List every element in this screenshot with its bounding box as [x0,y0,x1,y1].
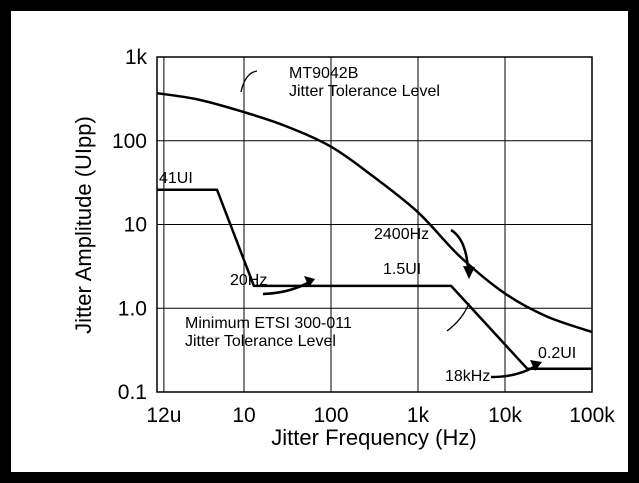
x-tick-label-3: 100 [313,404,348,427]
arrowhead-2400hz [463,266,475,279]
arrowhead-18khz [530,360,542,371]
label-0-2ui: 0.2UI [538,345,576,362]
annotation-mt9042b-sub: Jitter Tolerance Level [289,83,440,100]
y-tick-label-4: 1k [125,46,148,69]
label-2400hz: 2400Hz [374,226,429,243]
y-tick-label-0: 0.1 [118,381,147,404]
mt9042b-leader [240,70,258,93]
x-tick-label-4: 1k [407,404,430,427]
jitter-tolerance-chart: 12u 10 100 1k 10k 100k 0.1 1.0 10 100 1k Jitter F… [71,46,615,450]
y-tick-labels: 0.1 1.0 10 100 1k [112,46,148,404]
label-18khz: 18kHz [445,368,490,385]
x-tick-label-1: 12u [146,404,181,427]
x-tick-label-5: 10k [488,404,522,427]
y-axis-title: Jitter Amplitude (UIpp) [71,116,96,334]
label-41ui: 41UI [159,170,193,187]
chart-panel: 12u 10 100 1k 10k 100k 0.1 1.0 10 100 1k Jitter F… [11,11,628,472]
label-20hz: 20Hz [230,272,267,289]
x-tick-label-2: 10 [232,404,255,427]
etsi-leader [446,302,470,332]
y-tick-label-2: 10 [124,214,147,237]
annotation-etsi: Minimum ETSI 300-011 [185,315,352,332]
annotation-mt9042b: MT9042B [289,65,358,82]
arrowhead-20hz [304,276,315,287]
y-tick-label-3: 100 [112,130,147,153]
x-tick-label-6: 100k [569,404,615,427]
series-lines [156,91,593,370]
label-1-5ui: 1.5UI [383,261,421,278]
y-tick-label-1: 1.0 [118,297,147,320]
arrow-2400hz [450,228,470,270]
series-line-1 [157,188,592,370]
x-tick-labels: 12u 10 100 1k 10k 100k [146,404,615,427]
x-axis-title: Jitter Frequency (Hz) [271,425,476,450]
series-line-0 [156,91,593,334]
annotation-etsi-sub: Jitter Tolerance Level [185,333,336,350]
